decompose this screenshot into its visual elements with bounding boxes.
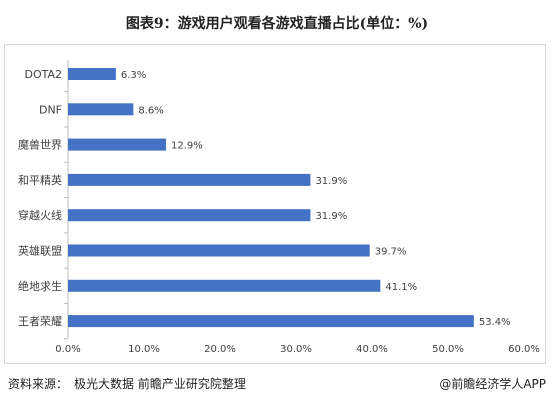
data-label: 6.3% bbox=[121, 70, 146, 81]
category-label: 王者荣耀 bbox=[18, 315, 62, 328]
category-label: 魔兽世界 bbox=[18, 138, 62, 152]
x-tick-label: 40.0% bbox=[356, 344, 388, 355]
bar bbox=[68, 315, 474, 328]
category-label: DNF bbox=[39, 103, 62, 116]
data-label: 39.7% bbox=[375, 247, 407, 258]
x-tick-label: 60.0% bbox=[508, 344, 540, 355]
source-text: 极光大数据 前瞻产业研究院整理 bbox=[74, 377, 246, 391]
x-tick-label: 50.0% bbox=[432, 344, 464, 355]
x-tick-label: 30.0% bbox=[280, 344, 312, 355]
bar bbox=[68, 279, 381, 292]
data-label: 31.9% bbox=[315, 176, 347, 187]
data-label: 31.9% bbox=[315, 211, 347, 222]
category-label: DOTA2 bbox=[24, 68, 62, 81]
bar bbox=[68, 103, 134, 116]
data-label: 12.9% bbox=[171, 141, 203, 152]
chart-frame bbox=[4, 44, 546, 364]
category-label: 英雄联盟 bbox=[18, 244, 62, 258]
data-label: 41.1% bbox=[385, 282, 417, 293]
category-label: 和平精英 bbox=[18, 173, 62, 187]
x-tick-label: 10.0% bbox=[128, 344, 160, 355]
data-label: 8.6% bbox=[138, 105, 163, 116]
x-tick-label: 20.0% bbox=[204, 344, 236, 355]
footer: 资料来源： 极光大数据 前瞻产业研究院整理 @前瞻经济学人APP bbox=[8, 373, 546, 395]
source-note: 资料来源： 极光大数据 前瞻产业研究院整理 bbox=[8, 375, 246, 392]
bar-chart: DOTA2 6.3% DNF 8.6% 魔兽世界 12.9% 和平精英 31.9% 穿越火线 31… bbox=[4, 44, 546, 364]
bar bbox=[68, 138, 167, 151]
category-label: 绝地求生 bbox=[18, 279, 62, 293]
bar bbox=[68, 68, 116, 80]
x-tick-label: 0.0% bbox=[55, 344, 80, 355]
bar bbox=[68, 244, 370, 257]
source-label: 资料来源： bbox=[8, 377, 69, 391]
brand-credit: @前瞻经济学人APP bbox=[439, 377, 546, 391]
data-label: 53.4% bbox=[479, 317, 511, 328]
bar bbox=[68, 173, 311, 186]
bar bbox=[68, 209, 311, 222]
chart-title: 图表9：游戏用户观看各游戏直播占比(单位：%) bbox=[125, 16, 429, 32]
category-label: 穿越火线 bbox=[18, 208, 62, 222]
